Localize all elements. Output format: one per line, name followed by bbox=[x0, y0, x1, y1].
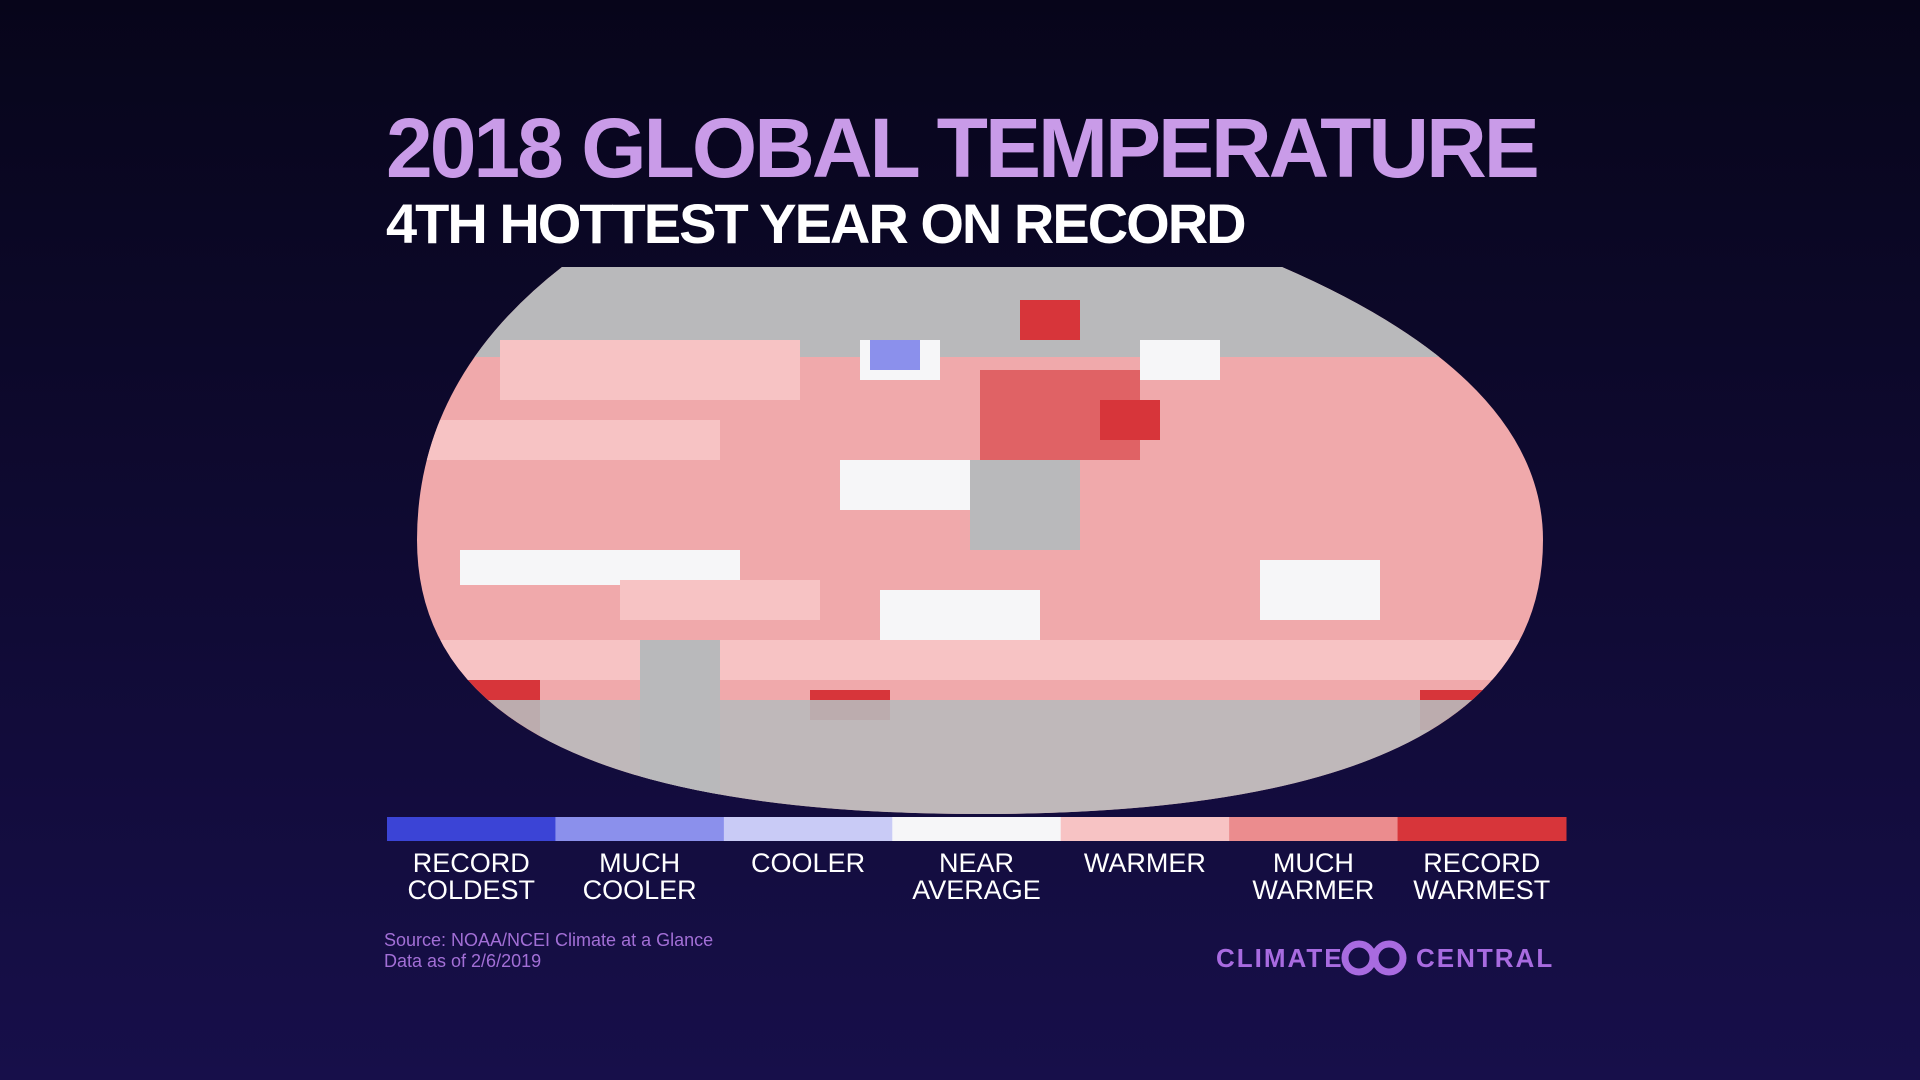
legend-label: COOLER bbox=[751, 848, 865, 878]
legend-swatch bbox=[1229, 817, 1399, 841]
legend-swatch bbox=[387, 817, 556, 841]
legend-label: WARMER bbox=[1252, 875, 1374, 905]
logo-text: CENTRAL bbox=[1416, 943, 1554, 973]
legend-label: RECORD bbox=[413, 848, 530, 878]
legend-label: RECORD bbox=[1423, 848, 1540, 878]
legend-label: WARMEST bbox=[1413, 875, 1550, 905]
legend-label: AVERAGE bbox=[912, 875, 1041, 905]
legend-label: MUCH bbox=[1273, 848, 1354, 878]
title: 2018 GLOBAL TEMPERATURE bbox=[386, 101, 1537, 195]
legend-label: NEAR bbox=[939, 848, 1014, 878]
legend-swatch bbox=[892, 817, 1062, 841]
legend-label: COOLER bbox=[583, 875, 697, 905]
legend-swatch bbox=[723, 817, 893, 841]
legend-swatch bbox=[555, 817, 725, 841]
legend-label: WARMER bbox=[1084, 848, 1206, 878]
legend-swatch bbox=[1060, 817, 1230, 841]
subtitle: 4TH HOTTEST YEAR ON RECORD bbox=[386, 192, 1245, 255]
legend-label: MUCH bbox=[599, 848, 680, 878]
legend-swatch bbox=[1397, 817, 1567, 841]
logo-text: CLIMATE bbox=[1216, 943, 1344, 973]
source-line: Source: NOAA/NCEI Climate at a Glance bbox=[384, 930, 713, 950]
world-map bbox=[417, 267, 1543, 814]
legend-label: COLDEST bbox=[407, 875, 535, 905]
logo-icon bbox=[1341, 940, 1407, 976]
source-line: Data as of 2/6/2019 bbox=[384, 951, 541, 971]
